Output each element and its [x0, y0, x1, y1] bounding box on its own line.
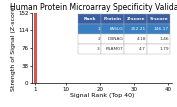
Y-axis label: Strength of Signal (Z-score): Strength of Signal (Z-score) — [12, 5, 16, 91]
X-axis label: Signal Rank (Top 40): Signal Rank (Top 40) — [70, 93, 134, 98]
Bar — [34, 13, 37, 83]
Title: Human Protein Microarray Specificity Validation: Human Protein Microarray Specificity Val… — [10, 3, 177, 12]
